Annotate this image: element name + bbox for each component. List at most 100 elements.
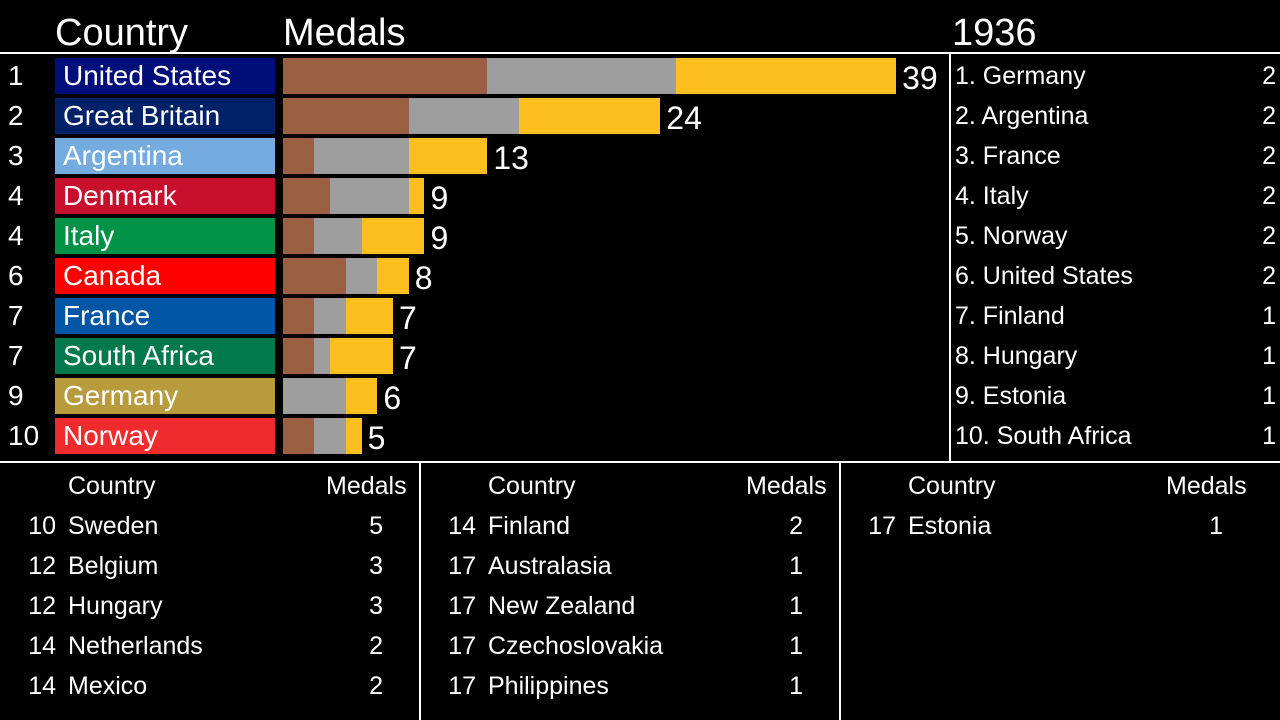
bar-total-label: 24 bbox=[666, 100, 702, 136]
bar-total-label: 8 bbox=[414, 260, 433, 296]
right-list-value: 2 bbox=[1262, 142, 1276, 170]
country-label-box: Germany bbox=[55, 378, 275, 414]
bar-rank: 10 bbox=[8, 420, 40, 451]
right-list-divider bbox=[949, 54, 951, 462]
table-row-rank: 14 bbox=[28, 672, 56, 700]
bronze-bar-segment bbox=[283, 218, 315, 254]
gold-bar-segment bbox=[518, 98, 661, 134]
bronze-bar-segment bbox=[283, 338, 315, 374]
country-label-box: Canada bbox=[55, 258, 275, 294]
table-row-rank: 12 bbox=[28, 592, 56, 620]
table-row-rank: 17 bbox=[448, 672, 476, 700]
silver-bar-segment bbox=[408, 98, 519, 134]
table-row-rank: 17 bbox=[448, 552, 476, 580]
bar-total-label: 9 bbox=[430, 220, 449, 256]
table-row-medals: 1 bbox=[789, 552, 803, 580]
silver-bar-segment bbox=[314, 418, 346, 454]
bar-rank: 9 bbox=[8, 380, 24, 411]
bronze-bar-segment bbox=[283, 138, 315, 174]
table-row-medals: 1 bbox=[789, 592, 803, 620]
gold-bar-segment bbox=[330, 338, 394, 374]
table-country-header: Country bbox=[908, 472, 996, 500]
bronze-bar-segment bbox=[283, 178, 331, 214]
right-list-item: 4. Italy bbox=[955, 182, 1029, 210]
country-label-box: France bbox=[55, 298, 275, 334]
right-list-item: 9. Estonia bbox=[955, 382, 1067, 410]
right-list-value: 1 bbox=[1262, 382, 1276, 410]
right-list-item: 10. South Africa bbox=[955, 422, 1132, 450]
table-row-medals: 3 bbox=[369, 592, 383, 620]
right-list-value: 2 bbox=[1262, 182, 1276, 210]
gold-bar-segment bbox=[377, 258, 409, 294]
table-row-country: Czechoslovakia bbox=[488, 632, 664, 660]
bar-rank: 7 bbox=[8, 300, 24, 331]
gold-bar-segment bbox=[408, 138, 488, 174]
gold-bar-segment bbox=[345, 298, 394, 334]
right-list-item: 2. Argentina bbox=[955, 102, 1089, 130]
country-label-box: Denmark bbox=[55, 178, 275, 214]
table-row-country: Philippines bbox=[488, 672, 609, 700]
bar-total-label: 5 bbox=[367, 420, 386, 456]
header-divider bbox=[0, 52, 1280, 54]
bar-total-label: 9 bbox=[430, 180, 449, 216]
table-divider-2 bbox=[839, 463, 841, 720]
bar-rank: 2 bbox=[8, 100, 24, 131]
country-label-box: Great Britain bbox=[55, 98, 275, 134]
gold-bar-segment bbox=[345, 418, 362, 454]
gold-bar-segment bbox=[345, 378, 378, 414]
silver-bar-segment bbox=[487, 58, 676, 94]
table-row-medals: 2 bbox=[369, 632, 383, 660]
silver-bar-segment bbox=[314, 298, 346, 334]
table-row-country: Netherlands bbox=[68, 632, 203, 660]
right-list-value: 2 bbox=[1262, 62, 1276, 90]
table-row-medals: 2 bbox=[369, 672, 383, 700]
silver-bar-segment bbox=[330, 178, 409, 214]
table-row-medals: 1 bbox=[789, 632, 803, 660]
table-medals-header: Medals bbox=[326, 472, 407, 500]
bar-rank: 1 bbox=[8, 60, 24, 91]
right-list-value: 1 bbox=[1262, 302, 1276, 330]
right-list-value: 2 bbox=[1262, 262, 1276, 290]
table-row-country: Mexico bbox=[68, 672, 148, 700]
country-label-box: United States bbox=[55, 58, 275, 94]
table-country-header: Country bbox=[488, 472, 576, 500]
table-row-medals: 1 bbox=[789, 672, 803, 700]
table-row-rank: 14 bbox=[28, 632, 56, 660]
table-country-header: Country bbox=[68, 472, 156, 500]
table-medals-header: Medals bbox=[1166, 472, 1247, 500]
bar-total-label: 6 bbox=[383, 380, 402, 416]
right-list-value: 2 bbox=[1262, 222, 1276, 250]
right-list-item: 1. Germany bbox=[955, 62, 1086, 90]
table-row-medals: 5 bbox=[369, 512, 383, 540]
gold-bar-segment bbox=[361, 218, 425, 254]
bar-rank: 6 bbox=[8, 260, 24, 291]
country-label-box: Norway bbox=[55, 418, 275, 454]
bar-rank: 4 bbox=[8, 220, 24, 251]
right-list-item: 6. United States bbox=[955, 262, 1133, 290]
country-header: Country bbox=[55, 12, 189, 54]
country-label-box: Argentina bbox=[55, 138, 275, 174]
bronze-bar-segment bbox=[283, 418, 315, 454]
bronze-bar-segment bbox=[283, 98, 409, 134]
table-row-rank: 17 bbox=[448, 592, 476, 620]
table-row-country: Estonia bbox=[908, 512, 992, 540]
silver-bar-segment bbox=[283, 378, 346, 414]
tables-divider bbox=[0, 461, 1280, 463]
year-label: 1936 bbox=[952, 12, 1037, 54]
silver-bar-segment bbox=[314, 338, 331, 374]
table-row-country: Sweden bbox=[68, 512, 159, 540]
table-row-rank: 14 bbox=[448, 512, 476, 540]
table-row-country: Belgium bbox=[68, 552, 159, 580]
silver-bar-segment bbox=[314, 218, 362, 254]
table-row-rank: 12 bbox=[28, 552, 56, 580]
table-row-country: Hungary bbox=[68, 592, 163, 620]
right-list-value: 1 bbox=[1262, 422, 1276, 450]
table-row-medals: 3 bbox=[369, 552, 383, 580]
table-row-rank: 10 bbox=[28, 512, 56, 540]
bar-total-label: 7 bbox=[399, 340, 417, 376]
table-row-medals: 1 bbox=[1209, 512, 1223, 540]
bar-total-label: 13 bbox=[493, 140, 529, 176]
table-medals-header: Medals bbox=[746, 472, 827, 500]
right-list-item: 7. Finland bbox=[955, 302, 1065, 330]
bronze-bar-segment bbox=[283, 298, 315, 334]
